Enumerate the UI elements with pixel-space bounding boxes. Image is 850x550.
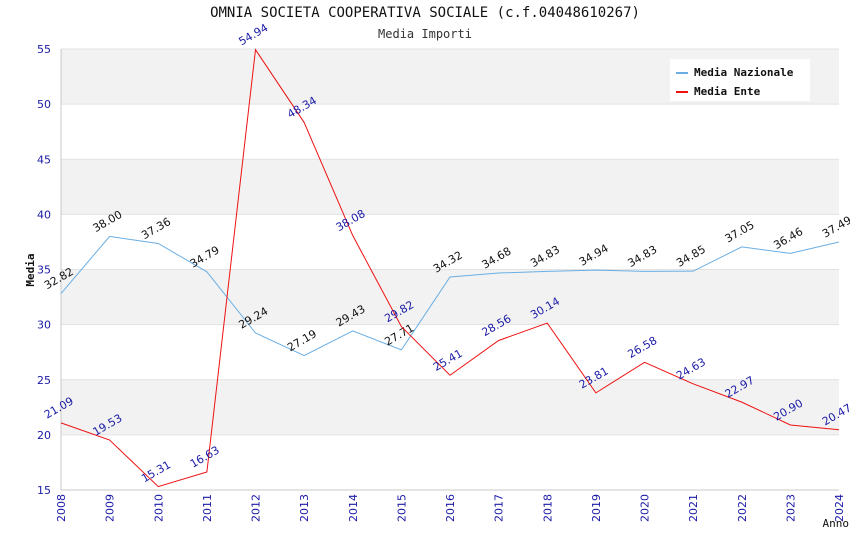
grid-band: [61, 434, 839, 490]
x-tick-label: 2023: [784, 494, 797, 522]
y-tick-label: 45: [37, 153, 51, 166]
y-axis-label: Media: [24, 253, 37, 286]
y-tick-label: 30: [37, 319, 51, 332]
legend-label: Media Nazionale: [694, 66, 794, 79]
x-tick-label: 2021: [687, 494, 700, 522]
x-tick-label: 2020: [639, 494, 652, 522]
series-line-media-ente: [60, 48, 840, 488]
x-tick-label: 2018: [541, 494, 554, 522]
x-tick-label: 2014: [347, 494, 360, 522]
legend-label: Media Ente: [694, 85, 761, 98]
x-tick-label: 2008: [55, 494, 68, 522]
y-tick-label: 35: [37, 264, 51, 277]
x-tick-label: 2009: [104, 494, 117, 522]
y-tick-label: 50: [37, 98, 51, 111]
x-tick-label: 2010: [152, 494, 165, 522]
grid-band: [61, 159, 839, 215]
x-tick-label: 2015: [395, 494, 408, 522]
x-tick-label: 2011: [201, 494, 214, 522]
series-line-media-nazionale: [60, 235, 840, 357]
grid-band: [61, 104, 839, 160]
data-label: 54.94: [237, 21, 271, 48]
x-tick-label: 2019: [590, 494, 603, 522]
grid-band: [61, 214, 839, 270]
chart-subtitle: Media Importi: [378, 27, 472, 41]
y-tick-label: 40: [37, 208, 51, 221]
x-tick-label: 2013: [298, 494, 311, 522]
y-tick-label: 15: [37, 484, 51, 497]
grid-band: [61, 269, 839, 325]
y-tick-label: 55: [37, 43, 51, 56]
x-tick-label: 2024: [833, 494, 846, 522]
legend-box: [670, 59, 810, 101]
x-tick-label: 2017: [493, 494, 506, 522]
x-tick-label: 2022: [736, 494, 749, 522]
grid-band: [61, 379, 839, 435]
y-tick-label: 25: [37, 374, 51, 387]
x-tick-label: 2012: [250, 494, 263, 522]
x-axis-label: Anno: [823, 517, 850, 530]
y-tick-label: 20: [37, 429, 51, 442]
x-tick-label: 2016: [444, 494, 457, 522]
chart-title: OMNIA SOCIETA COOPERATIVA SOCIALE (c.f.0…: [210, 5, 640, 21]
grid-band: [61, 324, 839, 380]
